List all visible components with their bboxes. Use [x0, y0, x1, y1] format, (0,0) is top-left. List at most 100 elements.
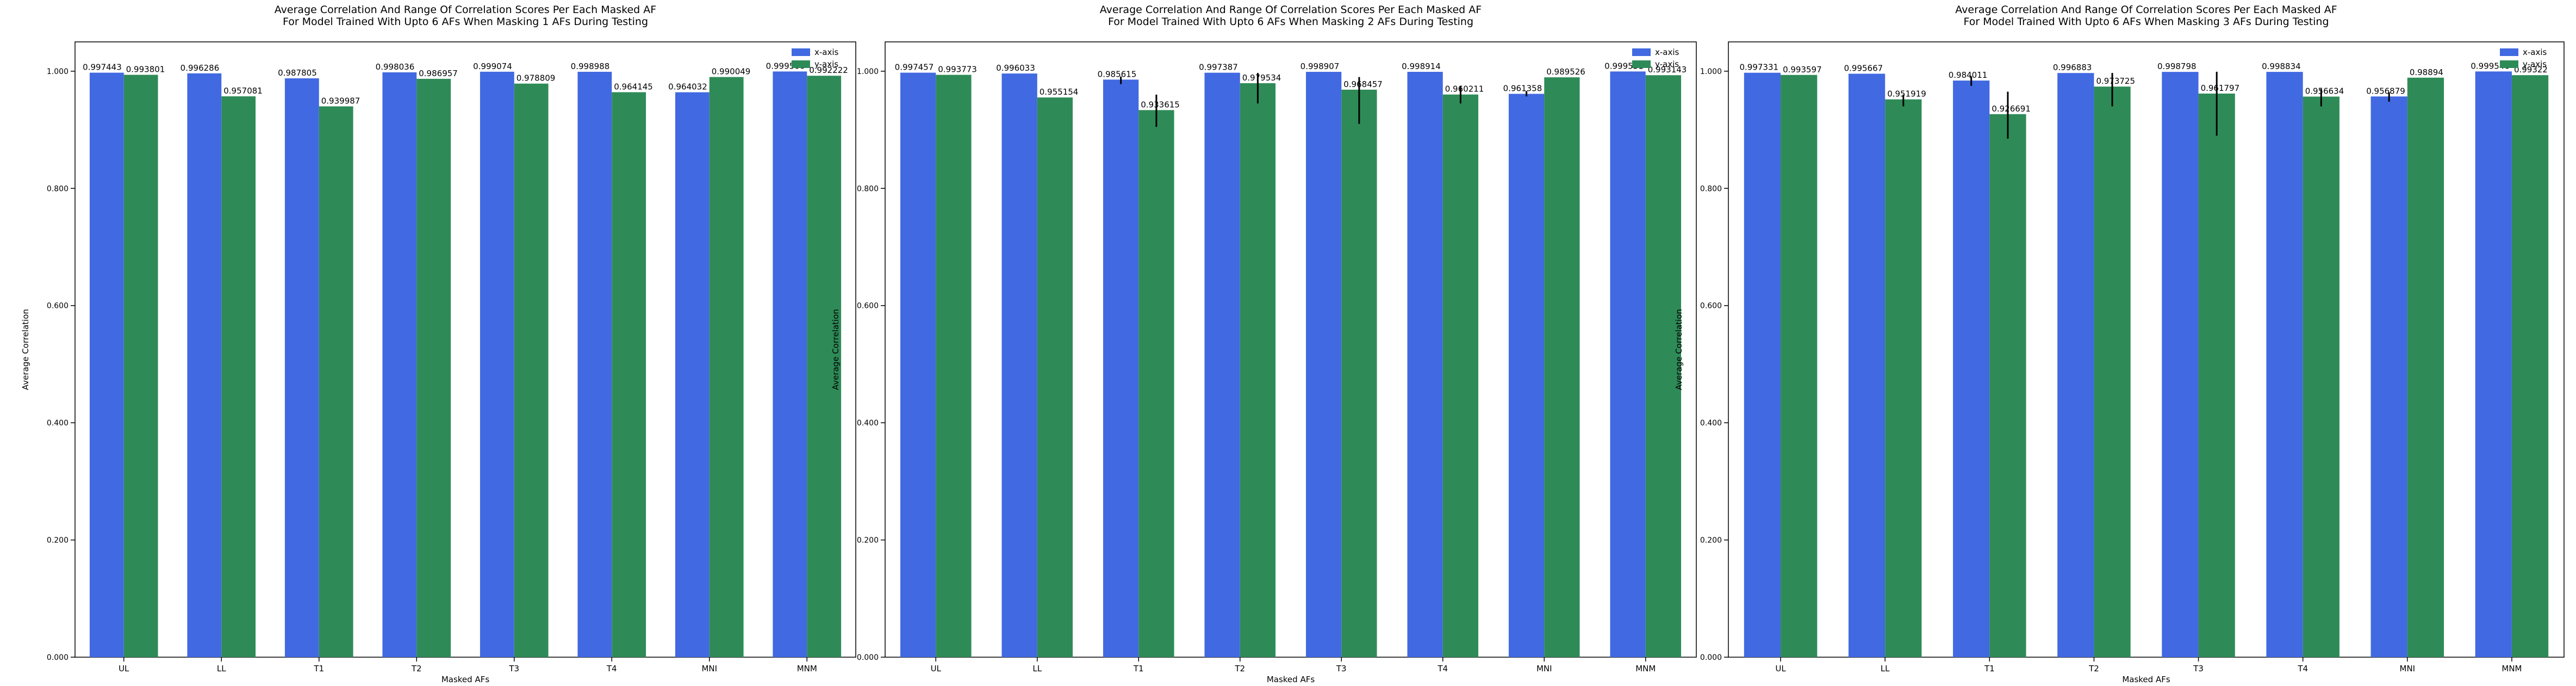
- data-label: 0.998914: [1402, 61, 1441, 71]
- bar-y-axis-T4: [1442, 94, 1479, 657]
- x-tick-label: T2: [411, 664, 422, 673]
- data-label: 0.957081: [223, 86, 263, 96]
- x-tick-label: T3: [2193, 664, 2204, 673]
- y-tick-label: 0.600: [857, 302, 879, 311]
- y-tick-label: 0.800: [1700, 184, 1722, 193]
- bar-x-axis-T1: [1953, 81, 1990, 657]
- legend-swatch-x-axis: [792, 48, 810, 56]
- data-label: 0.964032: [668, 82, 707, 92]
- data-label: 0.98894: [2410, 67, 2443, 77]
- chart-panel-1: 0.997443 0.996286 0.987805 0.998036 0.999074…: [21, 4, 856, 684]
- bar-y-axis-MNM: [2511, 75, 2549, 658]
- y-tick-label: 0.600: [1700, 302, 1722, 311]
- y-tick-label: 0.000: [47, 653, 69, 662]
- x-tick-label: LL: [1032, 664, 1042, 673]
- bar-y-axis-T2: [1240, 83, 1276, 657]
- data-label: 0.997331: [1739, 63, 1778, 72]
- x-tick-label: UL: [119, 664, 129, 673]
- x-axis-label: Masked AFs: [441, 675, 490, 684]
- x-tick-label: T1: [1984, 664, 1995, 673]
- data-label: 0.951919: [1887, 89, 1926, 99]
- bar-x-axis-T2: [382, 72, 417, 657]
- x-tick-label: MNI: [1536, 664, 1552, 673]
- data-label: 0.939987: [321, 96, 360, 106]
- legend-swatch-x-axis: [1632, 48, 1651, 56]
- chart-panel-3: 0.997331 0.995667 0.984011 0.996883 0.998798…: [1674, 4, 2565, 684]
- data-label: 0.997443: [83, 63, 122, 72]
- bar-y-axis-T1: [1989, 114, 2026, 657]
- data-label: 0.956634: [2305, 86, 2344, 96]
- chart-title-line-1: Average Correlation And Range Of Correla…: [1955, 4, 2337, 16]
- bar-y-axis-MNI: [1544, 77, 1580, 657]
- x-tick-label: T2: [2088, 664, 2099, 673]
- y-tick-label: 0.200: [857, 536, 879, 545]
- data-label: 0.997457: [895, 63, 934, 72]
- bar-y-axis-MNI: [709, 77, 744, 657]
- bar-y-axis-LL: [1885, 99, 1922, 658]
- legend-label-y-axis: y-axis: [814, 59, 838, 69]
- data-label: 0.993773: [938, 65, 977, 75]
- chart-title-line-2: For Model Trained With Upto 6 AFs When M…: [1963, 16, 2329, 28]
- bar-x-axis-LL: [187, 73, 222, 657]
- chart-title-line-2: For Model Trained With Upto 6 AFs When M…: [283, 16, 648, 28]
- data-label: 0.993597: [1783, 65, 1822, 75]
- legend-swatch-x-axis: [2500, 48, 2518, 56]
- y-axis-label: Average Correlation: [831, 309, 841, 390]
- data-label: 0.990049: [712, 67, 751, 77]
- data-label: 0.955154: [1040, 87, 1079, 97]
- x-tick-label: T3: [1336, 664, 1347, 673]
- chart-title-line-2: For Model Trained With Upto 6 AFs When M…: [1108, 16, 1473, 28]
- bar-y-axis-T1: [319, 106, 353, 658]
- y-tick-label: 0.400: [857, 419, 879, 428]
- data-label: 0.998907: [1301, 61, 1340, 71]
- bar-y-axis-T4: [612, 92, 646, 657]
- bar-x-axis-UL: [900, 72, 936, 657]
- bar-y-axis-T3: [2198, 94, 2235, 658]
- bar-x-axis-T2: [1204, 72, 1240, 657]
- data-label: 0.993143: [1648, 65, 1687, 75]
- data-label: 0.995667: [1844, 64, 1883, 73]
- bar-x-axis-T4: [2266, 72, 2303, 658]
- legend-label-x-axis: x-axis: [814, 47, 839, 57]
- data-label: 0.992222: [809, 65, 848, 75]
- bar-y-axis-T3: [514, 83, 549, 658]
- y-tick-label: 1.000: [1700, 67, 1722, 76]
- bar-y-axis-LL: [221, 96, 256, 657]
- bar-y-axis-UL: [936, 75, 972, 658]
- data-label: 0.973725: [2096, 76, 2135, 86]
- data-label: 0.926691: [1992, 104, 2031, 114]
- x-tick-label: LL: [217, 664, 226, 673]
- y-axis-label: Average Correlation: [1674, 309, 1684, 390]
- x-tick-label: LL: [1881, 664, 1890, 673]
- data-label: 0.996033: [996, 63, 1035, 73]
- legend-label-x-axis: x-axis: [1655, 47, 1679, 57]
- y-tick-label: 0.400: [47, 419, 69, 428]
- bar-x-axis-T2: [2057, 73, 2094, 657]
- chart-title-line-1: Average Correlation And Range Of Correla…: [275, 4, 656, 16]
- bar-x-axis-UL: [89, 72, 124, 657]
- data-label: 0.961797: [2201, 83, 2240, 93]
- data-label: 0.961358: [1503, 83, 1542, 93]
- data-label: 0.933615: [1141, 100, 1180, 109]
- x-tick-label: T1: [313, 664, 324, 673]
- data-label: 0.99322: [2514, 65, 2548, 75]
- x-tick-label: T4: [1437, 664, 1448, 673]
- y-tick-label: 0.600: [47, 302, 69, 311]
- data-label: 0.998036: [376, 62, 415, 72]
- legend-label-y-axis: y-axis: [1655, 59, 1679, 69]
- bar-x-axis-MNI: [1508, 94, 1545, 657]
- bar-x-axis-T3: [2162, 72, 2199, 658]
- bar-x-axis-T1: [284, 78, 319, 657]
- y-tick-label: 1.000: [47, 67, 69, 76]
- data-label: 0.960211: [1445, 84, 1484, 94]
- x-tick-label: MNM: [797, 664, 817, 673]
- data-label: 0.956879: [2366, 86, 2405, 96]
- bar-x-axis-LL: [1848, 73, 1886, 657]
- x-tick-label: T4: [2297, 664, 2308, 673]
- legend: x-axis y-axis: [792, 47, 839, 69]
- legend-label-y-axis: y-axis: [2523, 59, 2547, 69]
- data-label: 0.989526: [1546, 67, 1585, 77]
- y-tick-label: 0.000: [857, 653, 879, 662]
- bar-y-axis-T1: [1138, 110, 1174, 657]
